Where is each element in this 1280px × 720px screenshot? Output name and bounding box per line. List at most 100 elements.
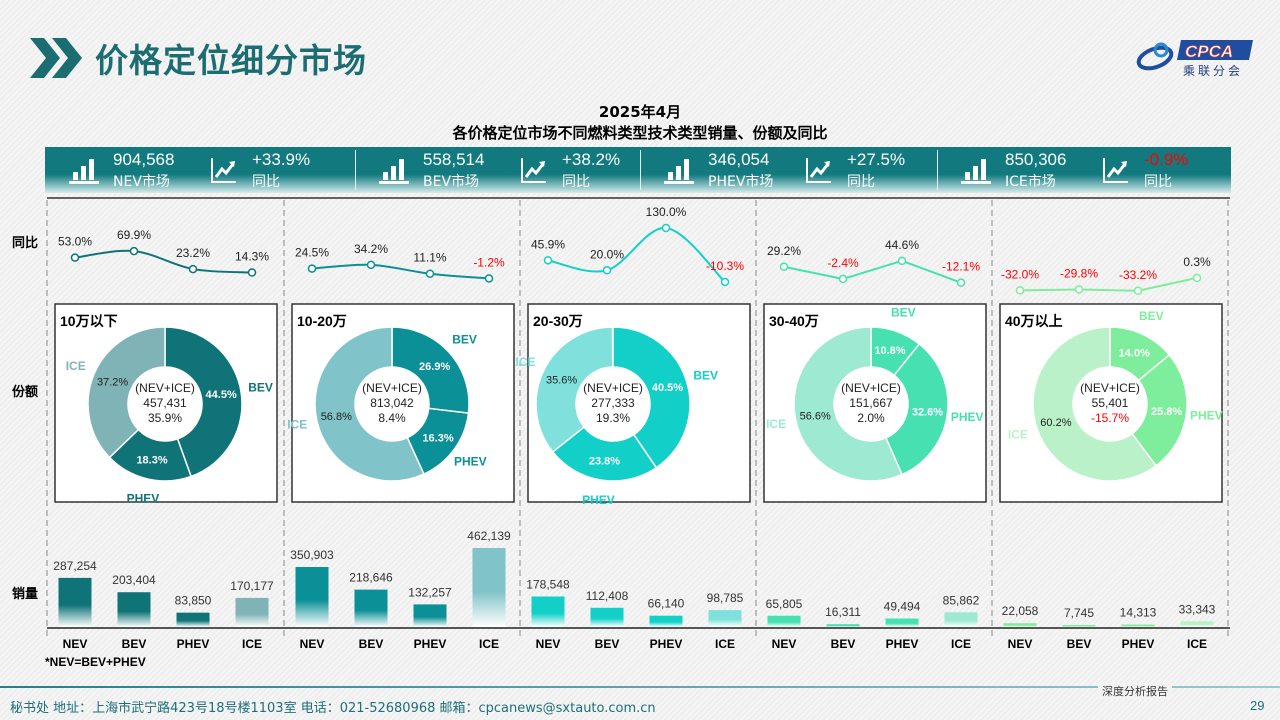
yoy-point-NEV bbox=[307, 264, 317, 273]
donut-share-BEV: 10.8% bbox=[874, 345, 905, 357]
donut-legend-PHEV: PHEV bbox=[1190, 409, 1223, 423]
donut-total: 55,401 bbox=[1092, 396, 1129, 410]
donut-share-PHEV: 23.8% bbox=[589, 455, 620, 467]
stat-value: 346,054 bbox=[708, 150, 770, 169]
donut-slice-ICE bbox=[793, 326, 904, 482]
sales-label: 350,903 bbox=[290, 548, 334, 562]
segment-name: 30-40万 bbox=[769, 313, 819, 329]
sales-bar-BEV bbox=[826, 624, 860, 627]
sales-bar-NEV bbox=[295, 567, 329, 627]
yoy-label: -29.8% bbox=[1060, 266, 1098, 280]
donut-legend-ICE: ICE bbox=[1008, 428, 1028, 442]
donut-total: 813,042 bbox=[370, 396, 414, 410]
header-stats-bar: 904,568 NEV市场 +33.9% 同比 558,514 BEV市场 +3… bbox=[45, 147, 1231, 193]
donut-legend-ICE: ICE bbox=[766, 417, 786, 431]
sales-label: 49,494 bbox=[884, 600, 921, 614]
donut-total-yoy: 19.3% bbox=[596, 411, 630, 425]
donut-total-yoy: -15.7% bbox=[1091, 411, 1129, 425]
sales-bar-PHEV bbox=[649, 615, 683, 627]
donut-share-ICE: 56.6% bbox=[800, 411, 831, 423]
yoy-label: 14.3% bbox=[235, 249, 269, 263]
yoy-point-PHEV bbox=[1133, 286, 1143, 296]
category-label: ICE bbox=[951, 637, 971, 651]
yoy-label: 34.2% bbox=[354, 242, 388, 256]
trend-up-icon bbox=[521, 158, 546, 183]
segment-name: 20-30万 bbox=[533, 313, 583, 329]
header-stat-PHEV市场: 346,054 PHEV市场 +27.5% 同比 bbox=[640, 147, 937, 193]
sales-label: 132,257 bbox=[408, 585, 452, 599]
category-label: NEV bbox=[1008, 637, 1033, 651]
sales-label: 287,254 bbox=[53, 559, 97, 573]
donut-share-BEV: 26.9% bbox=[419, 361, 450, 373]
category-label: BEV bbox=[359, 637, 384, 651]
bar-chart-icon bbox=[379, 159, 409, 184]
sales-label: 16,311 bbox=[825, 605, 861, 619]
donut-total-yoy: 35.9% bbox=[148, 411, 182, 425]
yoy-point-ICE bbox=[247, 268, 257, 277]
yoy-label: -12.1% bbox=[942, 260, 980, 274]
footer-divider bbox=[0, 686, 1280, 688]
segment-30-40万: 29.2% -2.4% 44.6% -12.1% 30-40万 10.8% BEV 32.6%… bbox=[763, 238, 987, 651]
sales-bar-PHEV bbox=[176, 612, 210, 627]
category-label: PHEV bbox=[177, 637, 210, 651]
yoy-line bbox=[547, 226, 726, 283]
footnote: *NEV=BEV+PHEV bbox=[45, 655, 146, 669]
donut-slice-BEV bbox=[391, 326, 470, 415]
sales-label: 66,140 bbox=[648, 597, 685, 611]
donut-total: 457,431 bbox=[143, 396, 187, 410]
donut-legend-BEV: BEV bbox=[248, 380, 273, 394]
yoy-point-ICE bbox=[720, 277, 730, 287]
sales-label: 65,805 bbox=[766, 597, 803, 611]
yoy-point-NEV bbox=[70, 253, 80, 262]
yoy-point-PHEV bbox=[425, 269, 435, 278]
sales-bar-ICE bbox=[472, 548, 506, 627]
category-label: BEV bbox=[1067, 637, 1092, 651]
segment-10-20万: 24.5% 34.2%11.1% -1.2%10-20万26.9%BEV16.3%P… bbox=[287, 242, 515, 651]
sales-label: 462,139 bbox=[467, 529, 511, 543]
sales-label: 33,343 bbox=[1179, 602, 1216, 616]
sales-bar-PHEV bbox=[1121, 624, 1155, 627]
sales-bar-ICE bbox=[708, 610, 742, 627]
header-stat-NEV市场: 904,568 NEV市场 +33.9% 同比 bbox=[45, 147, 355, 193]
yoy-point-NEV bbox=[543, 256, 553, 265]
donut-share-PHEV: 32.6% bbox=[912, 406, 943, 418]
svg-text:CPCA: CPCA bbox=[1185, 42, 1233, 61]
header-divider bbox=[640, 150, 641, 190]
donut-slice-ICE bbox=[87, 326, 166, 459]
donut-total-yoy: 2.0% bbox=[857, 411, 885, 425]
category-label: NEV bbox=[536, 637, 561, 651]
yoy-point-NEV bbox=[779, 262, 789, 272]
segment-10万以下: 53.0% 69.9% 23.2% 14.3% 10万以下 44.5% BEV 18.3% PH… bbox=[53, 228, 278, 651]
donut-share-ICE: 56.8% bbox=[321, 411, 352, 423]
donut-share-BEV: 14.0% bbox=[1119, 347, 1150, 359]
category-label: PHEV bbox=[1122, 637, 1155, 651]
yoy-line bbox=[311, 263, 490, 280]
trend-up-icon bbox=[211, 158, 236, 183]
donut-center-label: (NEV+ICE) bbox=[362, 381, 422, 395]
yoy-line bbox=[74, 249, 253, 274]
category-label: BEV bbox=[122, 637, 147, 651]
category-label: PHEV bbox=[886, 637, 919, 651]
yoy-point-PHEV bbox=[897, 256, 907, 266]
sales-bar-BEV bbox=[590, 607, 624, 627]
sales-label: 203,404 bbox=[112, 573, 156, 587]
segment-name: 40万以上 bbox=[1005, 313, 1063, 329]
header-divider bbox=[937, 150, 938, 190]
sales-bar-BEV bbox=[354, 589, 388, 627]
donut-legend-PHEV: PHEV bbox=[951, 410, 984, 424]
donut-center-label: (NEV+ICE) bbox=[1080, 381, 1140, 395]
yoy-label: 20.0% bbox=[590, 247, 624, 261]
yoy-label: 53.0% bbox=[58, 235, 92, 249]
category-label: ICE bbox=[479, 637, 499, 651]
yoy-point-ICE bbox=[956, 278, 966, 287]
yoy-point-ICE bbox=[484, 274, 494, 283]
category-label: ICE bbox=[242, 637, 262, 651]
bar-chart-icon bbox=[961, 159, 991, 184]
donut-slice-BEV bbox=[612, 326, 691, 469]
donut-share-ICE: 35.6% bbox=[546, 374, 577, 386]
stat-yoy-label: 同比 bbox=[847, 174, 875, 190]
yoy-point-ICE bbox=[1192, 273, 1202, 283]
yoy-point-PHEV bbox=[661, 223, 671, 233]
yoy-label: 45.9% bbox=[531, 237, 565, 251]
cpca-logo: CPCA 乘联分会 bbox=[1135, 38, 1253, 78]
